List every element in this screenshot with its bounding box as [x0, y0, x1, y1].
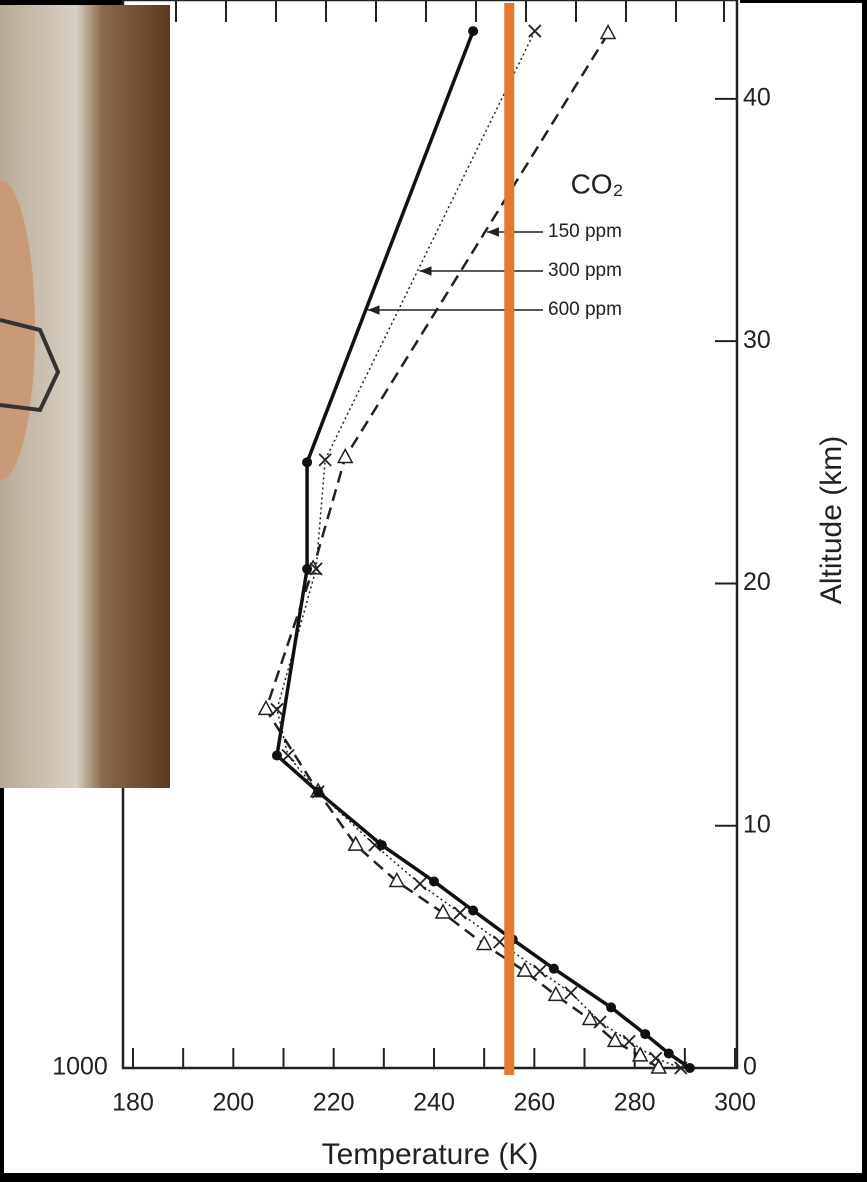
- point: [468, 26, 478, 36]
- point: [302, 457, 312, 467]
- point: [606, 1002, 616, 1012]
- x-axis-title: Temperature (K): [322, 1138, 539, 1171]
- x-tick-label: 220: [313, 1089, 355, 1117]
- border: [0, 0, 123, 5]
- point: [468, 906, 478, 916]
- plot-frame: [123, 0, 737, 1068]
- x-tick-label: 260: [513, 1089, 555, 1117]
- legend-title: CO₂: [571, 168, 624, 199]
- legend-label: 600 ppm: [548, 299, 622, 320]
- x-tick-label: 200: [212, 1089, 254, 1117]
- legend-label: 150 ppm: [548, 221, 622, 242]
- pressure-label: 1000: [52, 1053, 108, 1081]
- point: [640, 1029, 650, 1039]
- photo-inset: [0, 5, 170, 788]
- y-tick-label: 10: [743, 810, 771, 838]
- y-axis-title: Altitude (km): [815, 436, 848, 604]
- legend-label: 300 ppm: [548, 260, 622, 281]
- point: [549, 964, 559, 974]
- y-tick-label: 20: [743, 568, 771, 596]
- border: [740, 0, 867, 3]
- x-tick-label: 300: [714, 1089, 756, 1117]
- point: [302, 564, 312, 574]
- x-tick-label: 280: [614, 1089, 656, 1117]
- y-tick-label: 30: [743, 326, 771, 354]
- point: [429, 876, 439, 886]
- y-tick-label: 0: [743, 1053, 757, 1081]
- x-tick-label: 240: [413, 1089, 455, 1117]
- point: [313, 787, 323, 797]
- point: [685, 1063, 695, 1073]
- page: {"chart_data": {"type": "line", "xlabel"…: [0, 0, 867, 1182]
- point: [272, 750, 282, 760]
- point: [664, 1048, 674, 1058]
- y-tick-label: 40: [743, 84, 771, 112]
- x-tick-label: 180: [112, 1089, 154, 1117]
- chart: 1000 Temperature (K) Altitude (km) CO₂ 1…: [0, 0, 867, 1177]
- point: [377, 840, 387, 850]
